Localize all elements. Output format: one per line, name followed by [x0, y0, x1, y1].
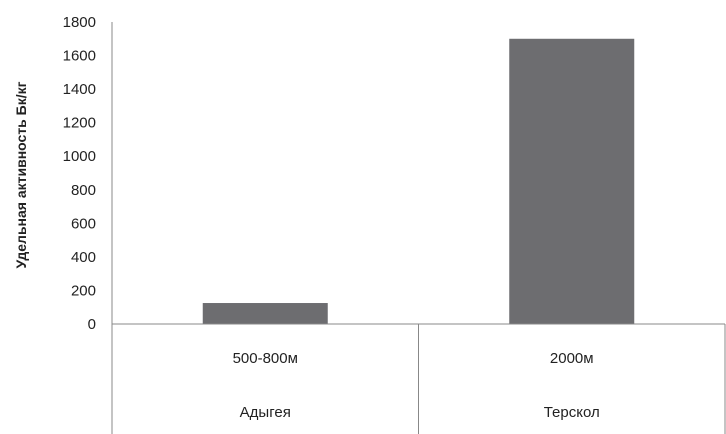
y-tick-label: 0 — [88, 316, 96, 333]
bar — [202, 303, 328, 324]
y-axis-title: Удельная активность Бк/кг — [13, 81, 29, 268]
axes — [111, 22, 726, 434]
y-tick-label: 400 — [71, 249, 96, 266]
x-group-label: Адыгея — [240, 404, 291, 421]
y-tick-label: 1200 — [63, 115, 96, 132]
y-tick-label: 600 — [71, 215, 96, 232]
category-labels: 500-800м 2000м Адыгея Терскол — [233, 350, 600, 421]
x-tick-label: 2000м — [550, 350, 594, 367]
x-group-label: Терскол — [544, 404, 600, 421]
y-tick-label: 1800 — [63, 14, 96, 31]
bar — [509, 38, 635, 325]
y-tick-label: 1000 — [63, 148, 96, 165]
y-axis-ticks: 0 200 400 600 800 1000 1200 1400 1600 1800 — [63, 14, 96, 333]
x-tick-label: 500-800м — [233, 350, 298, 367]
y-tick-label: 200 — [71, 282, 96, 299]
bars — [202, 38, 635, 325]
y-tick-label: 1400 — [63, 81, 96, 98]
y-tick-label: 1600 — [63, 48, 96, 65]
y-tick-label: 800 — [71, 182, 96, 199]
